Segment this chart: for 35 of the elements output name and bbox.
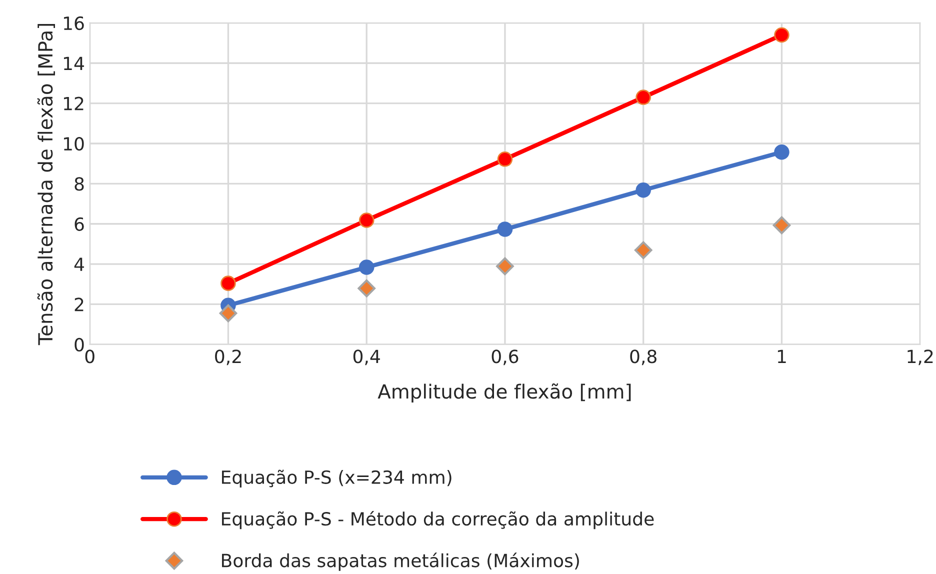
y-axis-title: Tensão alternada de flexão [MPa] [37, 24, 55, 346]
point [219, 304, 238, 322]
x-tick-label: 0,4 [353, 350, 380, 366]
point [358, 279, 376, 298]
x-tick-label: 0,2 [215, 350, 241, 366]
y-tick-label: 6 [74, 217, 84, 231]
point [634, 241, 652, 260]
y-tick-label: 4 [74, 258, 84, 271]
x-axis-title: Amplitude de flexão [mm] [378, 383, 631, 403]
legend-label: Equação P-S - Método da correção da amplitude [222, 510, 654, 530]
y-tick-label: 2 [74, 298, 84, 312]
point [774, 27, 790, 43]
x-tick-label: 1 [778, 350, 786, 363]
x-tick-label: 0,6 [492, 350, 518, 366]
legend-label: Equação P-S (x=234 mm) [222, 470, 452, 488]
y-tick-label: 8 [74, 177, 84, 191]
point [496, 257, 514, 276]
point [358, 212, 374, 228]
y-tick-label: 14 [64, 56, 84, 70]
y-tick-label: 16 [64, 16, 84, 30]
x-tick-label: 1,2 [908, 350, 933, 366]
point [220, 276, 236, 291]
x-tick-label: 0,8 [630, 350, 656, 366]
point [636, 182, 651, 198]
point [497, 222, 513, 237]
point [497, 152, 513, 167]
x-tick-label: 0 [85, 350, 94, 364]
point [774, 144, 790, 160]
y-tick-label: 0 [74, 338, 84, 352]
point [636, 90, 651, 105]
y-tick-label: 10 [64, 136, 84, 151]
point [358, 260, 374, 275]
legend-label: Borda das sapatas metálicas (Máximos) [222, 552, 579, 571]
y-tick-label: 12 [64, 96, 84, 110]
point [772, 216, 791, 234]
